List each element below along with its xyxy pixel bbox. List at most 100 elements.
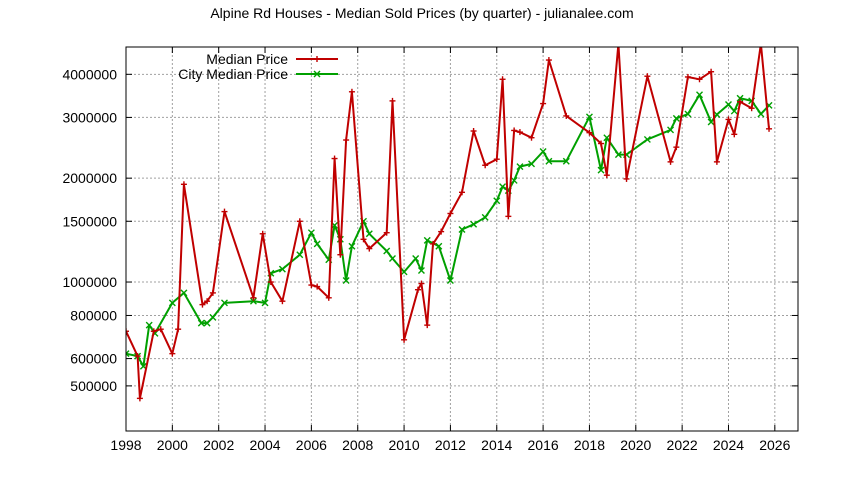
data-point-x bbox=[481, 213, 489, 221]
data-point-plus bbox=[418, 280, 425, 287]
legend-label: Median Price bbox=[206, 51, 288, 67]
x-tick-label: 2002 bbox=[203, 437, 234, 453]
x-tick-label: 2008 bbox=[342, 437, 373, 453]
plot-frame bbox=[125, 46, 799, 432]
data-point-plus bbox=[667, 158, 674, 165]
data-point-plus bbox=[314, 56, 320, 62]
series-line bbox=[126, 47, 770, 400]
data-point-plus bbox=[737, 98, 744, 105]
data-point-plus bbox=[644, 73, 651, 80]
data-point-plus bbox=[414, 286, 421, 293]
data-point-x bbox=[603, 134, 611, 142]
x-tick-label: 2026 bbox=[759, 437, 790, 453]
x-tick-label: 2004 bbox=[249, 437, 280, 453]
data-point-plus bbox=[343, 137, 350, 144]
data-point-plus bbox=[540, 100, 547, 107]
y-tick-label: 500000 bbox=[70, 378, 117, 394]
data-point-plus bbox=[615, 41, 621, 47]
data-point-x bbox=[470, 220, 478, 228]
data-point-plus bbox=[447, 210, 454, 217]
data-point-plus bbox=[470, 128, 477, 135]
x-tick-label: 2014 bbox=[481, 437, 512, 453]
x-tick-label: 2000 bbox=[157, 437, 188, 453]
data-point-plus bbox=[430, 240, 437, 247]
data-point-x bbox=[261, 299, 269, 307]
data-point-plus bbox=[459, 189, 465, 196]
data-point-plus bbox=[366, 245, 373, 252]
data-point-x bbox=[220, 299, 228, 307]
data-point-plus bbox=[314, 283, 321, 290]
data-point-plus bbox=[337, 251, 344, 258]
data-point-x bbox=[499, 183, 507, 191]
data-point-plus bbox=[308, 282, 315, 289]
data-point-plus bbox=[279, 298, 286, 305]
data-point-plus bbox=[360, 236, 367, 243]
data-point-x bbox=[510, 176, 518, 184]
x-tick-label: 2020 bbox=[620, 437, 651, 453]
data-point-plus bbox=[250, 294, 257, 301]
y-tick-label: 1500000 bbox=[62, 213, 117, 229]
data-point-plus bbox=[766, 125, 773, 132]
data-point-plus bbox=[401, 336, 408, 343]
data-point-x bbox=[412, 255, 420, 262]
data-point-x bbox=[313, 240, 321, 248]
series-layer bbox=[126, 41, 773, 402]
data-point-x bbox=[278, 265, 286, 273]
data-point-plus bbox=[175, 326, 182, 333]
data-point-x bbox=[458, 225, 466, 233]
data-point-plus bbox=[424, 322, 431, 329]
x-tick-label: 1998 bbox=[110, 437, 141, 453]
data-point-x bbox=[365, 230, 373, 238]
data-point-x bbox=[168, 299, 176, 307]
data-point-x bbox=[388, 255, 396, 262]
y-tick-label: 600000 bbox=[70, 351, 117, 367]
data-point-plus bbox=[204, 298, 211, 305]
data-point-plus bbox=[348, 88, 355, 95]
data-point-plus bbox=[389, 97, 396, 104]
x-tick-label: 2024 bbox=[713, 437, 744, 453]
data-point-plus bbox=[180, 181, 187, 188]
data-point-x bbox=[435, 242, 443, 250]
data-point-x bbox=[614, 151, 622, 159]
data-point-x bbox=[684, 110, 692, 118]
legend-label: City Median Price bbox=[178, 66, 288, 82]
data-point-plus bbox=[603, 172, 610, 179]
data-point-plus bbox=[598, 140, 605, 147]
data-point-x bbox=[736, 94, 744, 102]
data-point-x bbox=[585, 113, 593, 121]
data-point-plus bbox=[623, 175, 630, 182]
data-point-plus bbox=[731, 131, 738, 138]
grid bbox=[125, 47, 798, 431]
data-point-plus bbox=[725, 116, 732, 123]
data-point-x bbox=[348, 242, 356, 250]
y-tick-label: 4000000 bbox=[62, 66, 117, 82]
data-point-plus bbox=[259, 230, 266, 237]
data-point-x bbox=[672, 114, 680, 122]
data-point-plus bbox=[673, 144, 680, 151]
data-point-x bbox=[707, 118, 715, 126]
chart-title: Alpine Rd Houses - Median Sold Prices (b… bbox=[210, 5, 633, 21]
data-point-plus bbox=[758, 41, 764, 47]
data-point-plus bbox=[383, 229, 390, 236]
data-point-plus bbox=[516, 129, 523, 136]
data-point-x bbox=[417, 267, 425, 274]
data-point-x bbox=[209, 313, 217, 321]
data-point-x bbox=[383, 247, 391, 255]
data-point-plus bbox=[136, 395, 143, 402]
data-point-x bbox=[342, 277, 350, 285]
data-point-plus bbox=[199, 301, 206, 308]
data-point-plus bbox=[528, 134, 535, 141]
y-tick-label: 3000000 bbox=[62, 109, 117, 125]
data-point-plus bbox=[586, 129, 593, 136]
data-point-x bbox=[757, 110, 765, 118]
y-tick-label: 800000 bbox=[70, 307, 117, 323]
data-point-plus bbox=[296, 218, 303, 225]
y-tick-label: 1000000 bbox=[62, 274, 117, 290]
x-tick-label: 2006 bbox=[296, 437, 327, 453]
data-point-plus bbox=[150, 328, 157, 335]
data-point-plus bbox=[708, 68, 715, 75]
data-point-plus bbox=[209, 289, 216, 296]
data-point-x bbox=[493, 197, 501, 205]
data-point-plus bbox=[438, 228, 445, 235]
